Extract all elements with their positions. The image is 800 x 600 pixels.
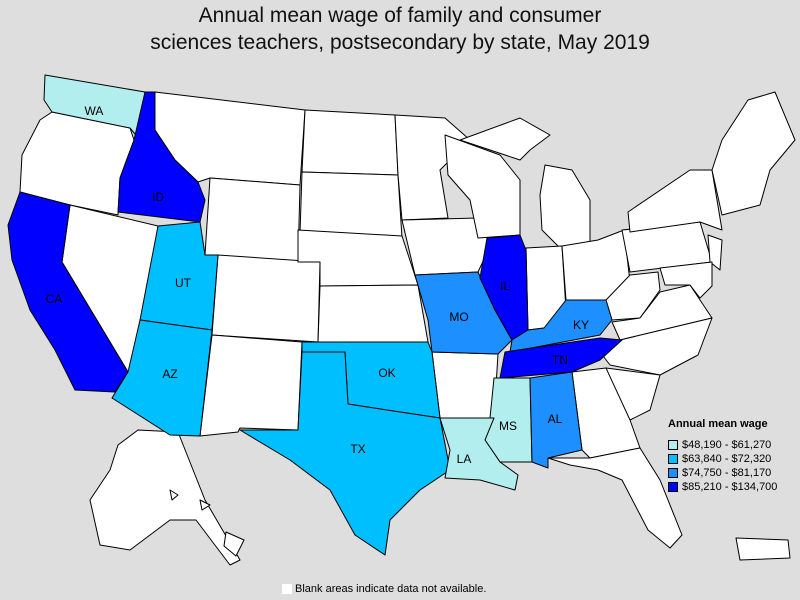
legend-item-4: $85,210 - $134,700 (668, 480, 798, 494)
state-CO[interactable] (211, 254, 321, 343)
label-WA: WA (85, 104, 104, 118)
state-TX[interactable] (239, 351, 451, 556)
footnote: Blank areas indicate data not available. (282, 583, 486, 595)
legend-item-2: $63,840 - $72,320 (668, 452, 798, 466)
label-CA: CA (46, 292, 63, 306)
label-AZ: AZ (162, 367, 177, 381)
legend-label: $85,210 - $134,700 (682, 481, 778, 493)
legend-label: $48,190 - $61,270 (682, 439, 772, 451)
state-AK[interactable] (89, 429, 241, 566)
state-PR[interactable] (735, 537, 791, 561)
state-DE-MD[interactable] (659, 261, 713, 299)
title-line-2: sciences teachers, postsecondary by stat… (150, 31, 650, 54)
state-NY[interactable] (627, 169, 723, 233)
state-ND[interactable] (301, 109, 399, 176)
legend-title: Annual mean wage (668, 418, 768, 430)
state-KY[interactable] (509, 299, 613, 353)
state-KS[interactable] (317, 284, 429, 343)
state-FL[interactable] (547, 447, 683, 549)
label-AL: AL (548, 412, 563, 426)
state-ID[interactable] (117, 91, 206, 223)
legend-item-1: $48,190 - $61,270 (668, 438, 798, 452)
legend-swatch (668, 482, 678, 492)
legend-label: $63,840 - $72,320 (682, 453, 772, 465)
state-OR[interactable] (19, 111, 135, 216)
legend-items: $48,190 - $61,270 $63,840 - $72,320 $74,75… (668, 438, 798, 494)
label-TX: TX (350, 442, 365, 456)
legend-swatch (668, 468, 678, 478)
label-OK: OK (378, 366, 395, 380)
state-AZ[interactable] (111, 319, 213, 437)
label-LA: LA (457, 452, 472, 466)
state-NJ[interactable] (707, 234, 723, 271)
state-WY[interactable] (204, 177, 301, 263)
label-KY: KY (573, 318, 589, 332)
state-AR[interactable] (431, 351, 499, 419)
chart-title: Annual mean wage of family and consumer … (0, 2, 800, 56)
label-UT: UT (175, 276, 192, 290)
legend-swatch (668, 454, 678, 464)
legend-item-3: $74,750 - $81,170 (668, 466, 798, 480)
label-MS: MS (499, 419, 517, 433)
state-HI[interactable] (169, 489, 245, 557)
legend-swatch (668, 440, 678, 450)
legend: Annual mean wage $48,190 - $61,270 $63,84… (668, 418, 798, 494)
state-AL[interactable] (529, 371, 583, 469)
blank-swatch (282, 584, 292, 594)
title-line-1: Annual mean wage of family and consumer (198, 4, 602, 27)
state-SD[interactable] (299, 171, 403, 239)
label-ID: ID (152, 190, 164, 204)
legend-label: $74,750 - $81,170 (682, 467, 772, 479)
state-CA[interactable] (7, 191, 129, 393)
state-NE-region[interactable] (711, 91, 796, 216)
label-TN: TN (552, 353, 568, 367)
state-NM[interactable] (199, 334, 303, 437)
footnote-text: Blank areas indicate data not available. (295, 583, 487, 595)
label-MO: MO (449, 310, 468, 324)
state-LA[interactable] (439, 417, 519, 491)
label-IL: IL (500, 279, 510, 293)
